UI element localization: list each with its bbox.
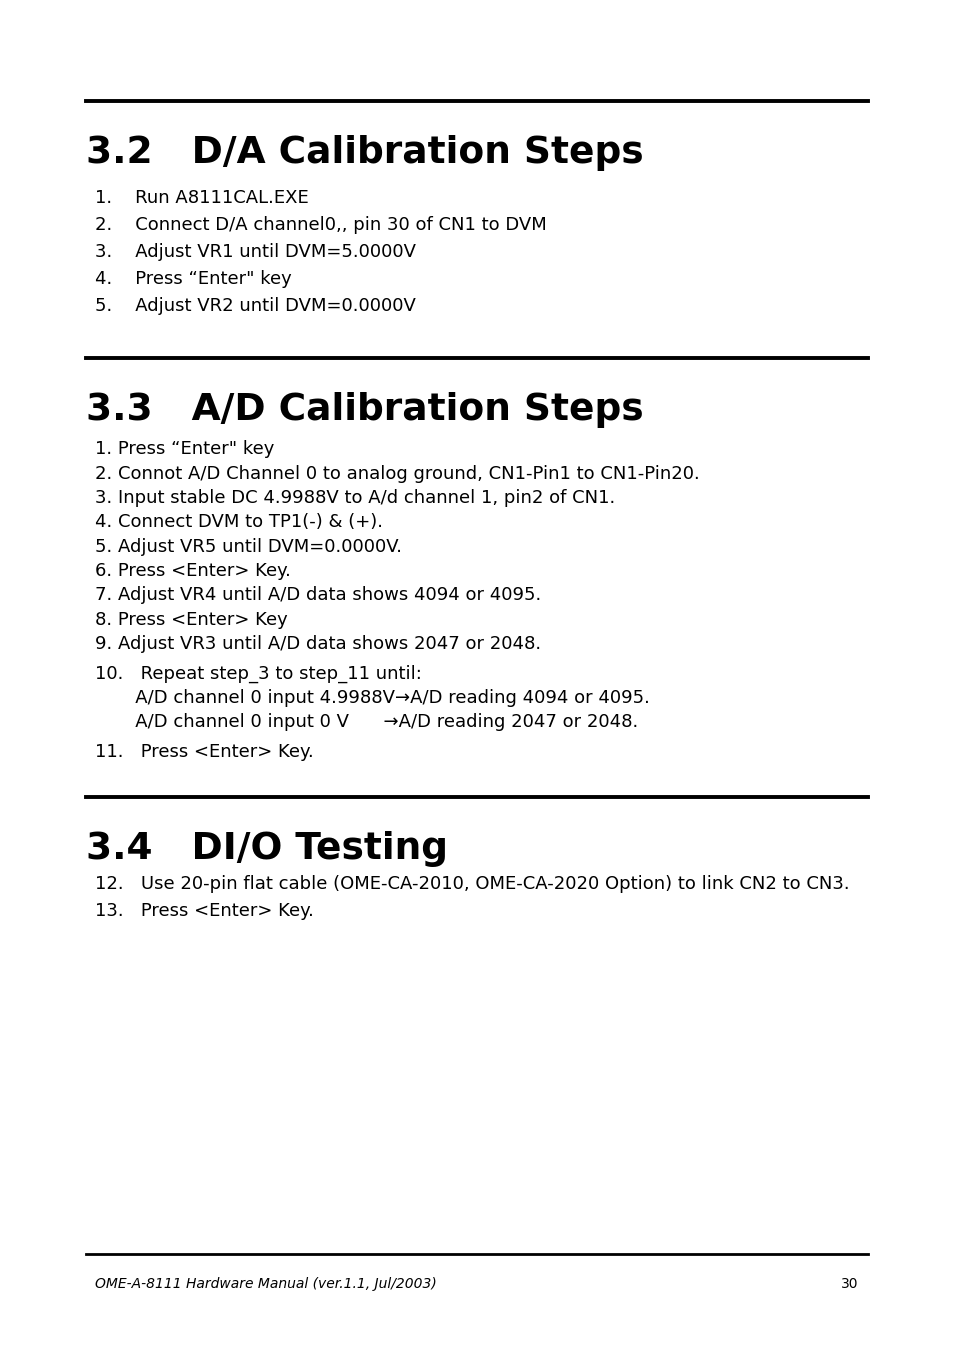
Text: 9. Adjust VR3 until A/D data shows 2047 or 2048.: 9. Adjust VR3 until A/D data shows 2047 … bbox=[95, 635, 541, 653]
Text: 7. Adjust VR4 until A/D data shows 4094 or 4095.: 7. Adjust VR4 until A/D data shows 4094 … bbox=[95, 586, 541, 604]
Text: A/D channel 0 input 0 V      →A/D reading 2047 or 2048.: A/D channel 0 input 0 V →A/D reading 204… bbox=[95, 713, 638, 731]
Text: 11.   Press <Enter> Key.: 11. Press <Enter> Key. bbox=[95, 743, 314, 761]
Text: 4.    Press “Enter" key: 4. Press “Enter" key bbox=[95, 270, 292, 288]
Text: 30: 30 bbox=[841, 1277, 858, 1290]
Text: A/D channel 0 input 4.9988V→A/D reading 4094 or 4095.: A/D channel 0 input 4.9988V→A/D reading … bbox=[95, 689, 650, 707]
Text: 3.4   DI/O Testing: 3.4 DI/O Testing bbox=[86, 831, 447, 867]
Text: 3.2   D/A Calibration Steps: 3.2 D/A Calibration Steps bbox=[86, 135, 643, 172]
Text: OME-A-8111 Hardware Manual (ver.1.1, Jul/2003): OME-A-8111 Hardware Manual (ver.1.1, Jul… bbox=[95, 1277, 436, 1290]
Text: 3.3   A/D Calibration Steps: 3.3 A/D Calibration Steps bbox=[86, 392, 643, 428]
Text: 2. Connot A/D Channel 0 to analog ground, CN1-Pin1 to CN1-Pin20.: 2. Connot A/D Channel 0 to analog ground… bbox=[95, 465, 700, 482]
Text: 5. Adjust VR5 until DVM=0.0000V.: 5. Adjust VR5 until DVM=0.0000V. bbox=[95, 538, 402, 555]
Text: 13.   Press <Enter> Key.: 13. Press <Enter> Key. bbox=[95, 902, 314, 920]
Text: 3.    Adjust VR1 until DVM=5.0000V: 3. Adjust VR1 until DVM=5.0000V bbox=[95, 243, 416, 261]
Text: 5.    Adjust VR2 until DVM=0.0000V: 5. Adjust VR2 until DVM=0.0000V bbox=[95, 297, 416, 315]
Text: 4. Connect DVM to TP1(-) & (+).: 4. Connect DVM to TP1(-) & (+). bbox=[95, 513, 383, 531]
Text: 8. Press <Enter> Key: 8. Press <Enter> Key bbox=[95, 611, 288, 628]
Text: 6. Press <Enter> Key.: 6. Press <Enter> Key. bbox=[95, 562, 291, 580]
Text: 2.    Connect D/A channel0,, pin 30 of CN1 to DVM: 2. Connect D/A channel0,, pin 30 of CN1 … bbox=[95, 216, 547, 234]
Text: 1.    Run A8111CAL.EXE: 1. Run A8111CAL.EXE bbox=[95, 189, 309, 207]
Text: 10.   Repeat step_3 to step_11 until:: 10. Repeat step_3 to step_11 until: bbox=[95, 665, 422, 684]
Text: 3. Input stable DC 4.9988V to A/d channel 1, pin2 of CN1.: 3. Input stable DC 4.9988V to A/d channe… bbox=[95, 489, 615, 507]
Text: 1. Press “Enter" key: 1. Press “Enter" key bbox=[95, 440, 274, 458]
Text: 12.   Use 20-pin flat cable (OME-CA-2010, OME-CA-2020 Option) to link CN2 to CN3: 12. Use 20-pin flat cable (OME-CA-2010, … bbox=[95, 875, 849, 893]
